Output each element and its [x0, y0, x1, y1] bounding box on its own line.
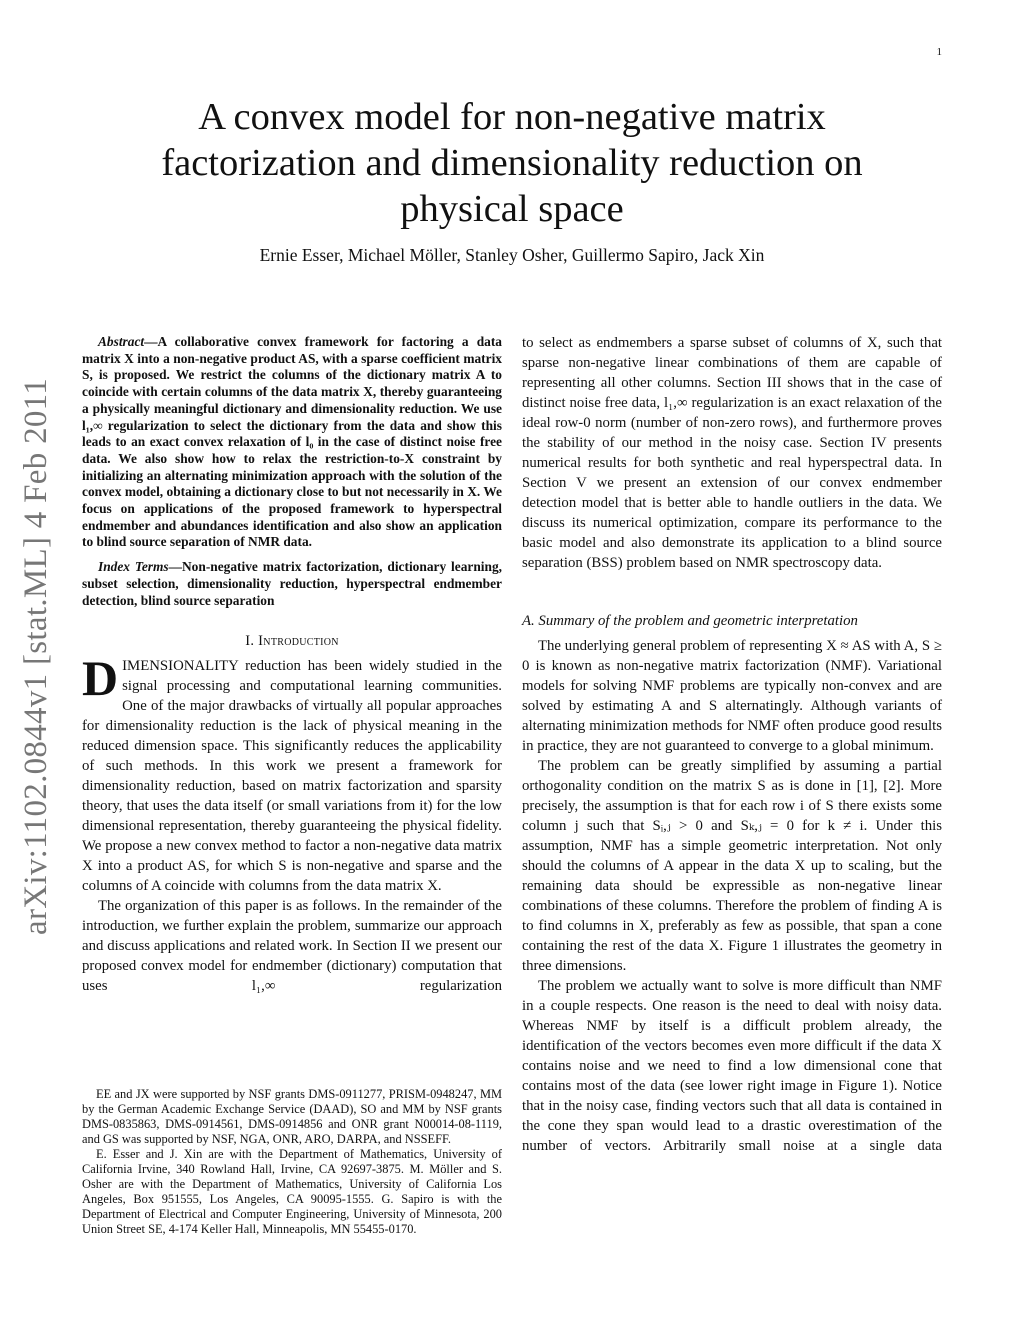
intro-paragraph-2-continued: to select as endmembers a sparse subset …: [522, 335, 942, 571]
subsection-a-paragraph-2: The problem can be greatly simplified by…: [522, 758, 942, 974]
abstract: Abstract—A collaborative convex framewor…: [82, 334, 502, 551]
footnote-affiliations: E. Esser and J. Xin are with the Departm…: [82, 1147, 502, 1236]
intro-paragraph-2: The organization of this paper is as fol…: [82, 898, 502, 995]
drop-cap: D: [82, 650, 119, 707]
abstract-text: —A collaborative convex framework for fa…: [82, 334, 502, 550]
abstract-label: Abstract: [98, 334, 145, 349]
intro-paragraph-1-text: IMENSIONALITY reduction has been widely …: [82, 658, 502, 895]
index-terms-label: Index Terms: [98, 559, 169, 575]
subsection-heading-a: A. Summary of the problem and geometric …: [522, 613, 858, 629]
index-terms: Index Terms—Non-negative matrix factoriz…: [82, 559, 502, 609]
authors: Ernie Esser, Michael Möller, Stanley Osh…: [259, 245, 765, 265]
subsection-a-paragraph-3: The problem we actually want to solve is…: [522, 978, 942, 1154]
section-heading-introduction: I. Introduction: [245, 633, 339, 650]
page-number: 1: [936, 46, 943, 58]
paper-title: A convex model for non-negative matrix f…: [161, 96, 863, 230]
subsection-a-paragraph-1: The underlying general problem of repres…: [522, 638, 942, 754]
arxiv-watermark: arXiv:1102.0844v1 [stat.ML] 4 Feb 2011: [18, 377, 54, 935]
left-column: Abstract—A collaborative convex framewor…: [82, 334, 502, 996]
right-column: to select as endmembers a sparse subset …: [522, 333, 942, 1156]
intro-paragraph-1: D IMENSIONALITY reduction has been widely…: [82, 650, 502, 896]
footnotes: EE and JX were supported by NSF grants D…: [82, 1087, 502, 1237]
footnote-funding: EE and JX were supported by NSF grants D…: [82, 1087, 502, 1146]
index-terms-text: —Non-negative matrix factorization, dict…: [82, 559, 502, 608]
